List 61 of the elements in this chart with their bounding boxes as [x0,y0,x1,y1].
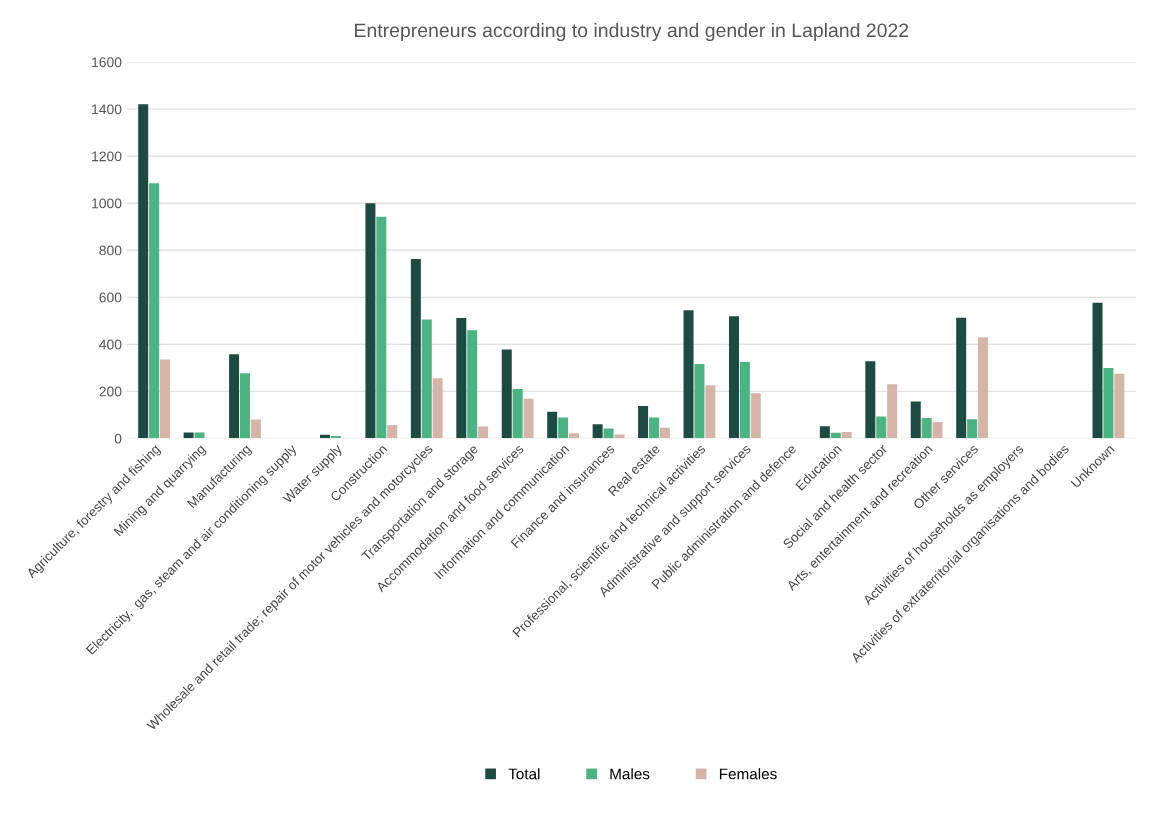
bar [750,393,761,439]
bar [956,317,967,439]
bar [229,354,240,439]
legend-label: Males [610,768,650,780]
y-tick-label: 1000 [92,198,122,209]
bar [467,330,478,439]
bar [876,416,887,439]
chart-title: Entrepreneurs according to industry and gender in Lapland 2022 [355,22,909,42]
legend-label: Total [508,768,540,780]
bar [739,361,750,439]
bar [387,424,398,439]
bar [705,385,716,439]
bar [603,428,614,439]
bar [250,419,261,439]
bar [978,337,989,439]
bar [547,411,558,439]
bar [1092,302,1103,439]
bar [932,422,943,439]
y-tick-label: 1200 [92,151,122,162]
bar [841,431,852,439]
bar [638,406,649,439]
bar [410,259,421,439]
bar [478,426,489,439]
bar [694,363,705,439]
y-tick-label: 0 [114,433,122,444]
bar [138,104,149,439]
bar [421,319,432,439]
y-tick-label: 400 [99,339,122,350]
y-tick-label: 200 [99,386,122,397]
y-tick-label: 800 [99,245,122,256]
bar [592,424,603,439]
bar [728,316,739,439]
y-tick-label: 1400 [92,104,122,115]
bar [865,361,876,439]
bar [887,384,898,439]
bar [149,183,160,439]
bar [1103,367,1114,439]
bar [376,216,387,439]
bar [183,432,194,439]
bar [683,310,694,439]
legend-label: Females [719,768,777,780]
bar [967,419,978,439]
bar [239,373,250,439]
bar [659,427,670,439]
bar [432,378,443,439]
bar [921,418,932,439]
bar [648,417,659,439]
bar [910,401,921,439]
bar [160,359,170,439]
bar [819,426,830,439]
y-tick-label: 600 [99,292,122,303]
bar [512,388,523,439]
bar [523,398,534,439]
bar [194,432,205,439]
bar [501,349,512,439]
bar [558,417,569,439]
bar [1114,373,1125,439]
bar [456,317,467,439]
bar [365,203,376,439]
bar [569,433,580,439]
y-tick-label: 1600 [92,57,122,68]
